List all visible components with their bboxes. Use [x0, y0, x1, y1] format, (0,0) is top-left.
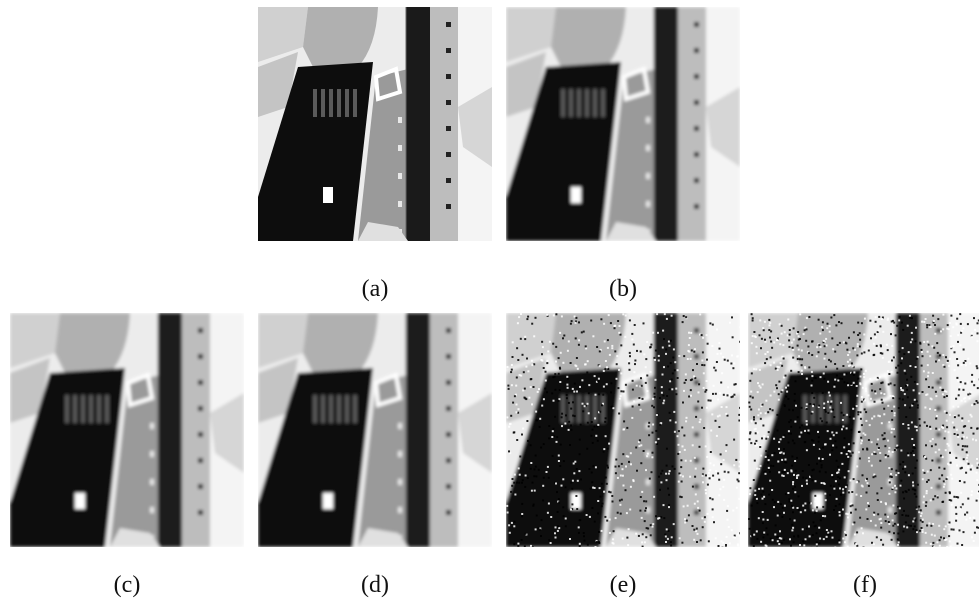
aerial-image-c — [10, 313, 244, 547]
panel-label-e: (e) — [609, 572, 637, 598]
image-panel-c — [10, 313, 244, 547]
aerial-image-f — [748, 313, 979, 547]
aerial-image-a — [258, 7, 492, 241]
aerial-image-e — [506, 313, 740, 547]
image-panel-b — [506, 7, 740, 241]
image-panel-f — [748, 313, 979, 547]
panel-label-b: (b) — [609, 276, 637, 302]
image-panel-e — [506, 313, 740, 547]
image-panel-a — [258, 7, 492, 241]
image-panel-d — [258, 313, 492, 547]
panel-label-a: (a) — [361, 276, 389, 302]
panel-label-d: (d) — [361, 572, 389, 598]
aerial-image-d — [258, 313, 492, 547]
aerial-image-b — [506, 7, 740, 241]
panel-label-f: (f) — [853, 572, 877, 598]
panel-label-c: (c) — [113, 572, 141, 598]
